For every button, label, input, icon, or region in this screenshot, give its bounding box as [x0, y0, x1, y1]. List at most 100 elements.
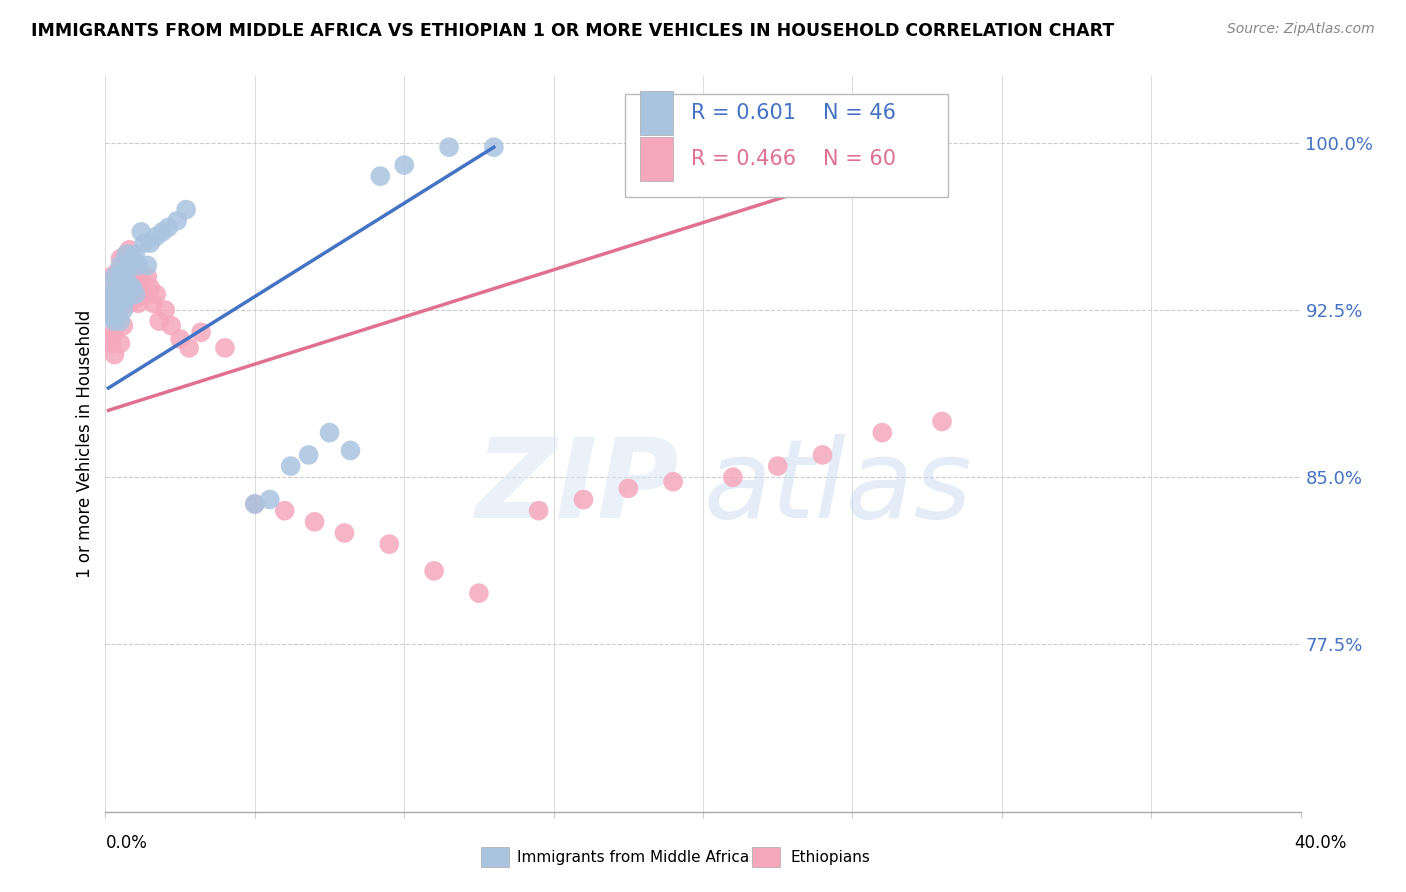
Point	[107, 274, 129, 288]
Point	[214, 341, 236, 355]
Point	[160, 318, 183, 333]
Point	[118, 265, 141, 279]
Point	[112, 265, 135, 279]
Point	[103, 287, 125, 301]
Text: R = 0.466: R = 0.466	[692, 149, 796, 169]
Text: N = 46: N = 46	[823, 103, 896, 122]
Point	[107, 302, 129, 317]
Point	[378, 537, 401, 551]
Point	[339, 443, 361, 458]
Point	[169, 332, 191, 346]
Text: N = 60: N = 60	[823, 149, 896, 169]
Point	[134, 287, 156, 301]
Point	[259, 492, 281, 507]
Text: 0.0%: 0.0%	[105, 834, 148, 852]
Point	[124, 292, 146, 306]
Point	[931, 414, 953, 428]
Point	[115, 296, 138, 310]
Point	[127, 296, 149, 310]
Point	[121, 280, 143, 294]
Point	[107, 296, 129, 310]
Point	[766, 458, 789, 473]
Point	[280, 458, 302, 473]
Point	[97, 292, 120, 306]
Point	[121, 252, 143, 266]
Point	[304, 515, 326, 529]
Point	[721, 470, 744, 484]
Text: Immigrants from Middle Africa: Immigrants from Middle Africa	[517, 850, 749, 864]
Point	[124, 247, 146, 261]
Point	[150, 225, 173, 239]
Point	[118, 296, 141, 310]
Point	[100, 302, 122, 317]
Point	[110, 314, 132, 328]
Point	[107, 287, 129, 301]
Point	[243, 497, 266, 511]
Point	[112, 318, 135, 333]
Text: Ethiopians: Ethiopians	[790, 850, 870, 864]
Point	[527, 503, 550, 517]
Point	[145, 229, 167, 244]
Text: Source: ZipAtlas.com: Source: ZipAtlas.com	[1227, 22, 1375, 37]
Point	[107, 314, 129, 328]
Point	[124, 258, 146, 272]
Point	[174, 202, 197, 217]
Point	[155, 302, 177, 317]
Text: ZIP: ZIP	[475, 434, 679, 541]
Point	[129, 274, 153, 288]
Point	[136, 269, 159, 284]
Text: atlas: atlas	[703, 434, 972, 541]
Point	[112, 292, 135, 306]
Point	[115, 247, 138, 261]
Point	[166, 213, 188, 227]
Point	[145, 287, 167, 301]
Point	[103, 269, 125, 284]
Point	[112, 280, 135, 294]
Point	[139, 280, 162, 294]
Point	[273, 503, 295, 517]
Point	[136, 258, 159, 272]
Point	[100, 310, 122, 324]
Point	[100, 296, 122, 310]
Point	[124, 287, 146, 301]
Point	[118, 258, 141, 272]
Text: R = 0.601: R = 0.601	[692, 103, 796, 122]
Point	[100, 269, 122, 284]
Point	[298, 448, 321, 462]
Point	[318, 425, 340, 440]
Point	[103, 347, 125, 361]
Point	[129, 225, 153, 239]
Point	[118, 280, 141, 294]
Point	[110, 258, 132, 272]
Point	[97, 292, 120, 306]
Point	[368, 169, 391, 183]
FancyBboxPatch shape	[626, 95, 948, 197]
Point	[157, 220, 180, 235]
Point	[100, 336, 122, 351]
Point	[617, 481, 640, 495]
Point	[103, 314, 125, 328]
Point	[97, 332, 120, 346]
Point	[148, 314, 170, 328]
Point	[243, 497, 266, 511]
Point	[103, 325, 125, 339]
Point	[333, 525, 356, 540]
Point	[811, 448, 834, 462]
Point	[572, 492, 595, 507]
Point	[177, 341, 201, 355]
Point	[872, 425, 894, 440]
Point	[118, 243, 141, 257]
Point	[103, 296, 125, 310]
Point	[190, 325, 212, 339]
Point	[110, 280, 132, 294]
Text: 40.0%: 40.0%	[1295, 834, 1347, 852]
Point	[139, 235, 162, 250]
Point	[97, 302, 120, 317]
Point	[468, 586, 491, 600]
Point	[107, 265, 129, 279]
Point	[115, 292, 138, 306]
Point	[127, 258, 149, 272]
Point	[115, 269, 138, 284]
FancyBboxPatch shape	[640, 90, 673, 135]
Point	[110, 252, 132, 266]
